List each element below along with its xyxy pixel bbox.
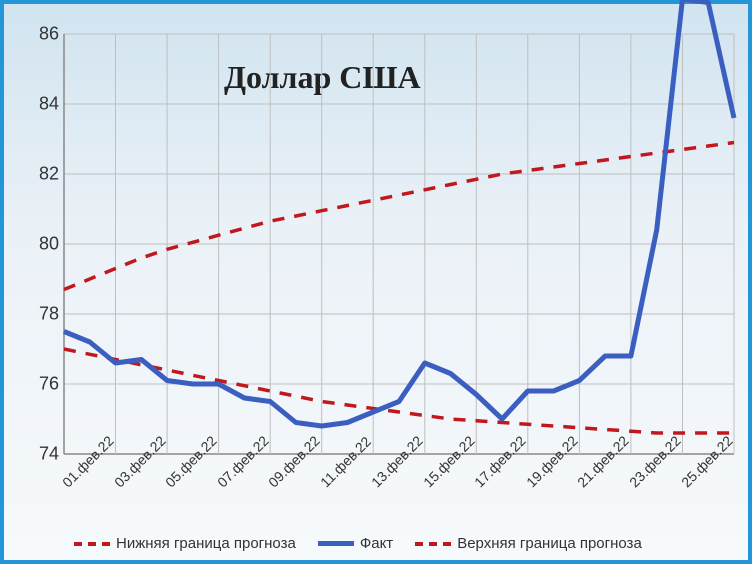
chart-container: Доллар США 86 84 82 80 78 76 74 <box>0 0 752 564</box>
chart-svg <box>64 34 734 454</box>
y-label: 80 <box>39 234 59 255</box>
x-axis: 01.фев.22 03.фев.22 05.фев.22 07.фев.22 … <box>64 459 734 519</box>
legend-swatch-solid <box>318 541 354 546</box>
plot-area <box>64 34 734 454</box>
y-label: 86 <box>39 24 59 45</box>
line-lower-bound <box>64 349 734 433</box>
legend-label: Верхняя граница прогноза <box>457 535 642 552</box>
legend-label: Нижняя граница прогноза <box>116 535 296 552</box>
legend-swatch-dashed <box>74 542 110 546</box>
y-label: 84 <box>39 94 59 115</box>
legend-item-lower: Нижняя граница прогноза <box>74 535 296 552</box>
y-label: 82 <box>39 163 59 184</box>
y-label: 76 <box>39 373 59 394</box>
legend-item-upper: Верхняя граница прогноза <box>415 535 642 552</box>
legend-item-fact: Факт <box>318 535 393 552</box>
line-fact <box>64 0 734 426</box>
y-label: 74 <box>39 444 59 465</box>
legend: Нижняя граница прогноза Факт Верхняя гра… <box>74 535 728 552</box>
legend-label: Факт <box>360 535 393 552</box>
y-axis: 86 84 82 80 78 76 74 <box>19 34 59 454</box>
line-upper-bound <box>64 143 734 290</box>
legend-swatch-dashed <box>415 542 451 546</box>
y-label: 78 <box>39 304 59 325</box>
